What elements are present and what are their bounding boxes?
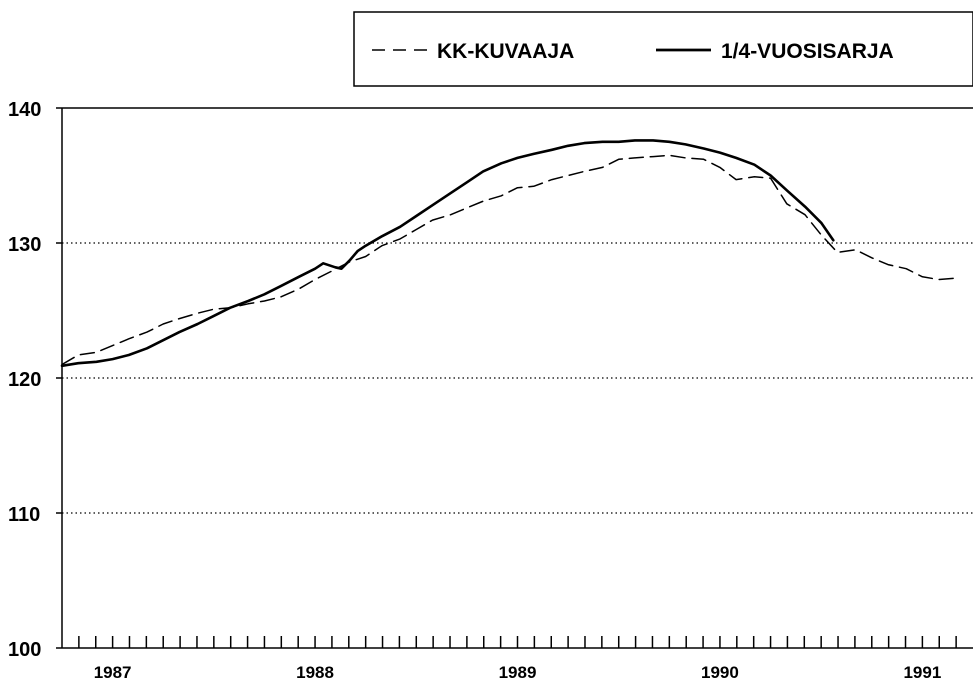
y-tick-label-1: 110 bbox=[8, 504, 40, 526]
series-line-0 bbox=[61, 154, 958, 366]
x-tick-label-0: 1987 bbox=[94, 663, 132, 680]
legend-label-series-0: KK-KUVAAJA bbox=[437, 40, 574, 63]
y-tick-label-0: 100 bbox=[8, 639, 41, 661]
plot-area: 100 110 120 130 140 1987 1988 1989 1990 1991 bbox=[8, 99, 973, 680]
y-tick-label-2: 120 bbox=[8, 369, 41, 391]
legend: KK-KUVAAJA 1/4-VUOSISARJA bbox=[353, 11, 973, 87]
legend-label-series-1: 1/4-VUOSISARJA bbox=[721, 40, 894, 63]
x-tick-label-3: 1990 bbox=[701, 663, 739, 680]
y-tick-label-4: 140 bbox=[8, 99, 41, 121]
x-tick-label-1: 1988 bbox=[296, 663, 334, 680]
x-tick-label-2: 1989 bbox=[499, 663, 537, 680]
series-line-1 bbox=[60, 139, 835, 368]
x-tick-label-4: 1991 bbox=[903, 663, 941, 680]
y-tick-label-3: 130 bbox=[8, 234, 41, 256]
